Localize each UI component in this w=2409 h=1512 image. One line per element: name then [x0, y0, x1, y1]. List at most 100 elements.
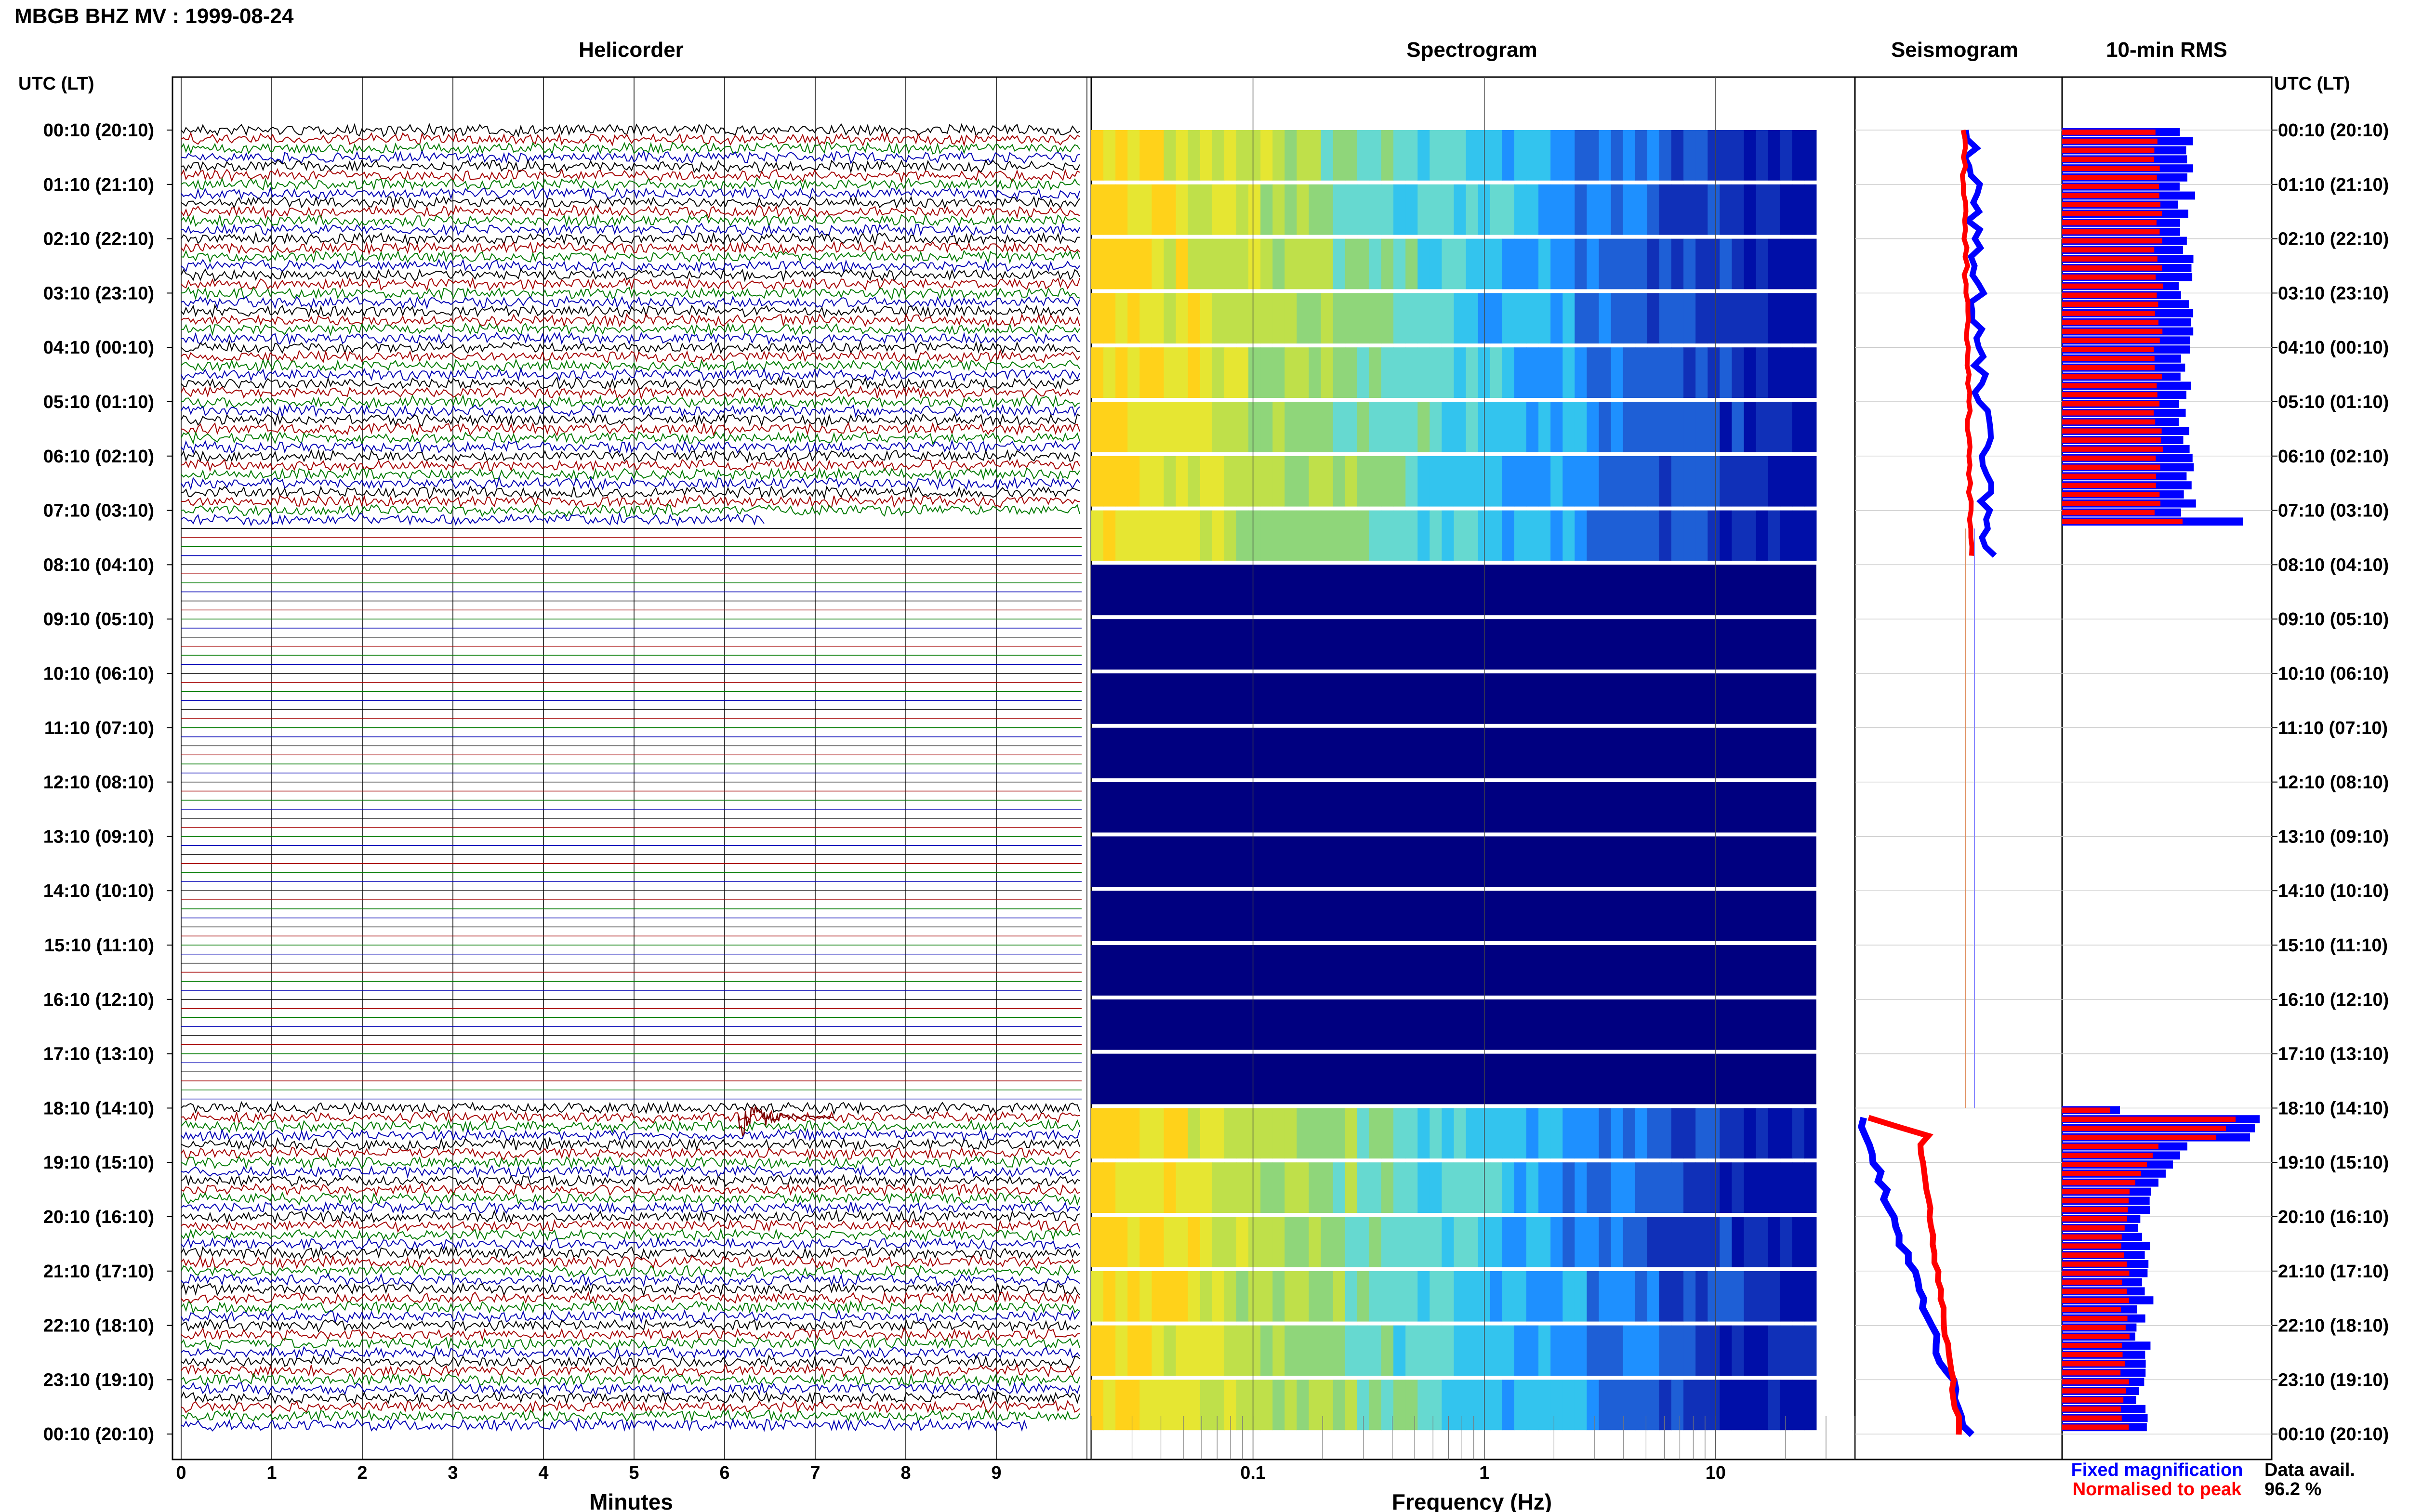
spectrogram-cell: [1297, 184, 1309, 235]
spectrogram-cell: [1164, 510, 1177, 561]
seismogram-normalised-series: [1959, 129, 1974, 556]
spectrogram-dead-band: [1091, 836, 1816, 887]
spectrogram-cell: [1309, 1325, 1322, 1376]
spectrogram-cell: [1792, 293, 1805, 344]
spectrogram-cell: [1454, 510, 1467, 561]
spectrogram-cell: [1623, 510, 1636, 561]
spectrogram-cell: [1357, 1217, 1370, 1267]
spectrogram-cell: [1611, 1162, 1624, 1213]
helicorder-trace: [181, 213, 1080, 228]
rms-bar-normalised: [2062, 1243, 2121, 1249]
spectrogram-cell: [1599, 293, 1612, 344]
spectrogram-cell: [1623, 184, 1636, 235]
helicorder-trace: [181, 1146, 1080, 1161]
spectrogram-dead-band: [1091, 1053, 1816, 1104]
spectrogram-cell: [1152, 1380, 1164, 1431]
spectrogram-cell: [1321, 1217, 1334, 1267]
helicorder-trace: [181, 404, 1080, 418]
spectrogram-cell: [1611, 456, 1624, 507]
rms-bar-normalised: [2062, 1107, 2110, 1113]
spectrogram-cell: [1744, 184, 1757, 235]
spectrogram-cell: [1430, 456, 1442, 507]
spectrogram-cell: [1430, 130, 1442, 181]
spectrogram-cell: [1623, 1108, 1636, 1159]
spectrogram-cell: [1272, 130, 1285, 181]
spectrogram-cell: [1647, 402, 1660, 452]
spectrogram-cell: [1176, 130, 1189, 181]
spectrogram-cell: [1309, 1108, 1322, 1159]
spectrogram-cell: [1369, 184, 1382, 235]
spectrogram-cell: [1587, 1217, 1599, 1267]
spectrogram-cell: [1744, 402, 1757, 452]
spectrogram-cell: [1707, 402, 1720, 452]
spectrogram-cell: [1623, 238, 1636, 289]
spectrogram-cell: [1659, 347, 1672, 398]
spectrogram-cell: [1659, 1108, 1672, 1159]
spectrogram-cell: [1671, 1108, 1684, 1159]
spectrogram-cell: [1550, 238, 1563, 289]
row-label-right: 07:10 (03:10): [2278, 501, 2389, 521]
rms-bar-normalised: [2062, 365, 2155, 370]
spectrogram-cell: [1393, 1162, 1406, 1213]
spectrogram-cell: [1526, 1162, 1539, 1213]
spectrogram-cell: [1405, 510, 1418, 561]
spectrogram-cell: [1236, 1108, 1249, 1159]
spectrogram-cell: [1405, 456, 1418, 507]
spectrogram-cell: [1248, 1108, 1261, 1159]
spectrogram-cell: [1393, 130, 1406, 181]
rms-bar-normalised: [2062, 1315, 2128, 1321]
spectrogram-cell: [1369, 347, 1382, 398]
spectrogram-cell: [1695, 1217, 1708, 1267]
spectrogram-cell: [1550, 293, 1563, 344]
spectrogram-cell: [1599, 1380, 1612, 1431]
left-axis-label: UTC (LT): [18, 74, 94, 94]
rms-bar-normalised: [2062, 483, 2156, 488]
row-label-right: 18:10 (14:10): [2278, 1098, 2389, 1118]
spectrogram-cell: [1381, 347, 1394, 398]
spectrogram-cell: [1103, 456, 1116, 507]
spectrogram-cell: [1405, 1162, 1418, 1213]
spectrogram-cell: [1297, 510, 1309, 561]
rms-bar-normalised: [2062, 256, 2158, 262]
spectrogram-cell: [1333, 402, 1346, 452]
spectrogram-cell: [1103, 402, 1116, 452]
row-label-left: 06:10 (02:10): [43, 447, 154, 467]
spectrogram-cell: [1297, 238, 1309, 289]
rms-bar-normalised: [2062, 401, 2160, 407]
chart-title: MBGB BHZ MV : 1999-08-24: [14, 4, 294, 28]
spectrogram-cell: [1514, 293, 1527, 344]
row-label-left: 07:10 (03:10): [43, 501, 154, 521]
spectrogram-cell: [1224, 1217, 1237, 1267]
helicorder-trace: [181, 1300, 1080, 1315]
helicorder-trace: [181, 186, 1080, 201]
spectrogram-cell: [1635, 347, 1648, 398]
spectrogram-cell: [1526, 456, 1539, 507]
spectrogram-cell: [1139, 1162, 1152, 1213]
spectrogram-cell: [1417, 293, 1430, 344]
spectrogram-cell: [1333, 1217, 1346, 1267]
spectrogram-cell: [1611, 402, 1624, 452]
spectrogram-cell: [1188, 1380, 1201, 1431]
spectrogram-cell: [1091, 130, 1104, 181]
spectrogram-cell: [1321, 1325, 1334, 1376]
panel-title-seismogram: Seismogram: [1891, 38, 2018, 62]
row-label-left: 21:10 (17:10): [43, 1262, 154, 1282]
spectrogram-cell: [1260, 1271, 1273, 1322]
spectrogram-cell: [1732, 1271, 1744, 1322]
rms-bar-normalised: [2062, 374, 2162, 380]
spectrogram-cell: [1248, 456, 1261, 507]
spectrogram-cell: [1164, 130, 1177, 181]
spectrogram-cell: [1768, 347, 1781, 398]
helicorder-trace: [181, 367, 1080, 382]
spectrogram-cell: [1454, 238, 1467, 289]
spectrogram-cell: [1780, 1108, 1793, 1159]
spectrogram-cell: [1417, 1108, 1430, 1159]
row-label-left: 00:10 (20:10): [43, 1424, 154, 1445]
rms-bar-normalised: [2062, 1207, 2128, 1212]
rms-bar-normalised: [2062, 302, 2158, 307]
rms-bar-normalised: [2062, 1180, 2135, 1185]
row-label-right: 05:10 (01:10): [2278, 392, 2389, 412]
spectrogram-cell: [1248, 184, 1261, 235]
helicorder-tick-label: 1: [266, 1463, 277, 1483]
seismogram-fixed-series: [1961, 130, 1997, 558]
